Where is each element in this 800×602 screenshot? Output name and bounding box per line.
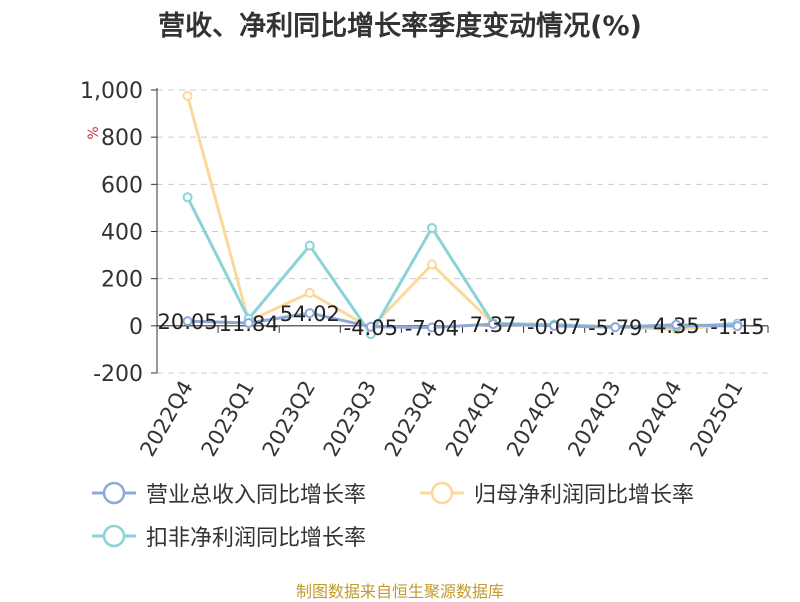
data-point — [243, 318, 254, 329]
data-label: 4.35 — [653, 314, 700, 338]
y-tick-label: -200 — [93, 362, 143, 387]
data-label: 54.02 — [280, 302, 340, 326]
legend-line-icon — [92, 481, 136, 505]
y-tick-label: 200 — [101, 268, 143, 293]
x-tick-label: 2023Q4 — [380, 377, 442, 461]
chart-title: 营收、净利同比增长率季度变动情况(%) — [158, 11, 642, 42]
data-label: 7.37 — [470, 313, 517, 337]
series-line — [187, 311, 738, 329]
y-tick-label: 1,000 — [80, 79, 143, 104]
x-tick-label: 2023Q3 — [319, 377, 381, 461]
data-label: -7.04 — [405, 316, 459, 340]
legend-label: 归母净利润同比增长率 — [474, 483, 695, 508]
legend-label: 扣非净利润同比增长率 — [146, 526, 367, 551]
x-tick-label: 2024Q2 — [502, 377, 564, 461]
data-point — [426, 322, 437, 333]
legend-item[interactable]: 营业总收入同比增长率 — [90, 478, 366, 508]
legend-item[interactable]: 扣非净利润同比增长率 — [90, 521, 366, 551]
source-note: 制图数据来自恒生聚源数据库 — [295, 582, 504, 601]
data-label: 20.05 — [157, 310, 217, 334]
y-tick-label: 600 — [101, 173, 143, 198]
data-point — [671, 319, 682, 330]
data-label: -5.79 — [588, 316, 642, 340]
x-tick-label: 2023Q1 — [197, 377, 259, 461]
x-tick-label: 2024Q1 — [441, 377, 503, 461]
x-tick-label: 2023Q2 — [258, 377, 320, 461]
data-point — [610, 322, 621, 333]
data-point — [182, 316, 193, 327]
x-tick-label: 2022Q4 — [135, 377, 197, 461]
legend-line-icon — [420, 481, 464, 505]
legend-item[interactable]: 归母净利润同比增长率 — [418, 478, 694, 508]
y-tick-label: 800 — [101, 126, 143, 151]
y-tick-label: 0 — [129, 315, 143, 340]
data-point — [304, 240, 315, 251]
data-label: -1.15 — [710, 315, 764, 339]
data-point — [426, 222, 437, 233]
data-point — [426, 259, 437, 270]
legend-label: 营业总收入同比增长率 — [146, 483, 367, 508]
x-tick-label: 2024Q4 — [624, 377, 686, 461]
data-point — [304, 287, 315, 298]
data-point — [182, 192, 193, 203]
y-unit-label: % — [86, 126, 102, 139]
data-point — [732, 321, 743, 332]
y-tick-label: 400 — [101, 221, 143, 246]
data-point — [304, 308, 315, 319]
x-tick-label: 2024Q3 — [563, 377, 625, 461]
data-point — [549, 320, 560, 331]
legend-line-icon — [92, 524, 136, 548]
data-label: -0.07 — [527, 315, 581, 339]
data-label: 11.84 — [219, 312, 279, 336]
data-point — [182, 90, 193, 101]
data-label: -4.05 — [344, 316, 398, 340]
x-tick-label: 2025Q1 — [685, 377, 747, 461]
data-point — [488, 319, 499, 330]
data-point — [365, 321, 376, 332]
